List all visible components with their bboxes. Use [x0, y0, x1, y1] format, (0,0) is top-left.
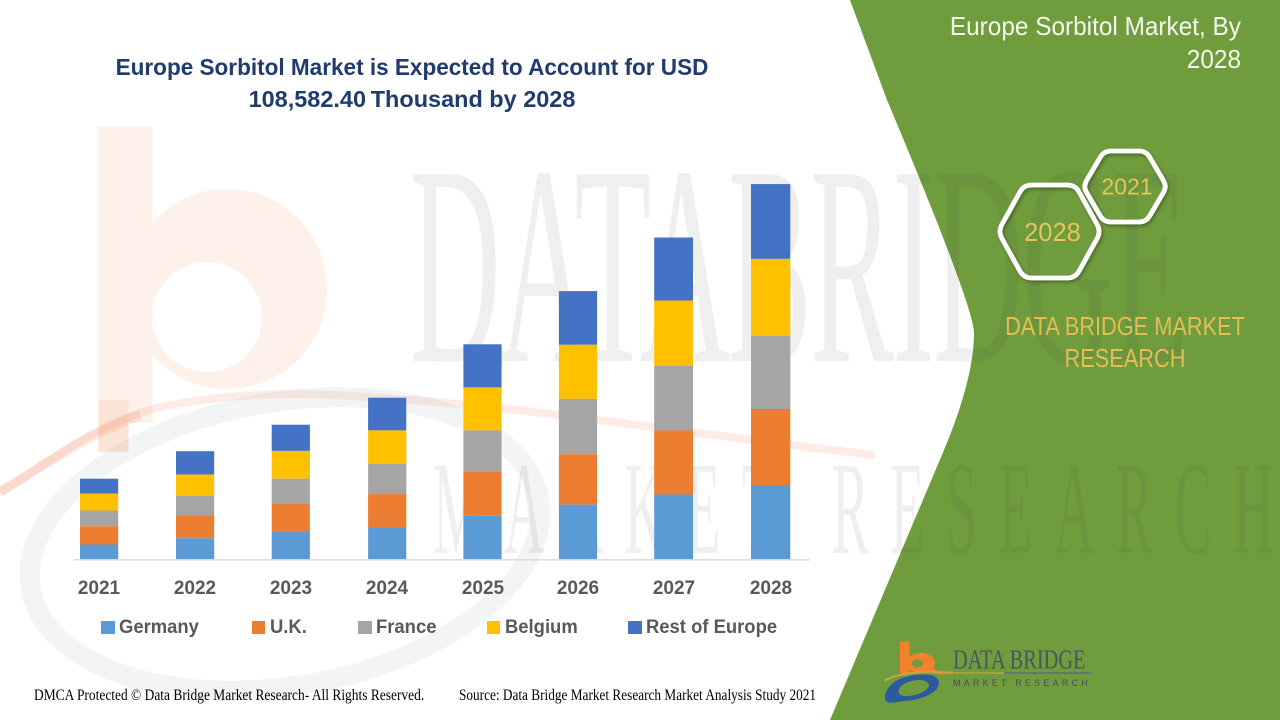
svg-text:DATA BRIDGE: DATA BRIDGE: [953, 646, 1085, 675]
svg-text:DATA BRIDGE: DATA BRIDGE: [410, 107, 1187, 423]
svg-text:2028: 2028: [1024, 219, 1081, 247]
svg-text:MARKET RESEARCH: MARKET RESEARCH: [953, 678, 1091, 688]
svg-text:2021: 2021: [1101, 174, 1152, 200]
